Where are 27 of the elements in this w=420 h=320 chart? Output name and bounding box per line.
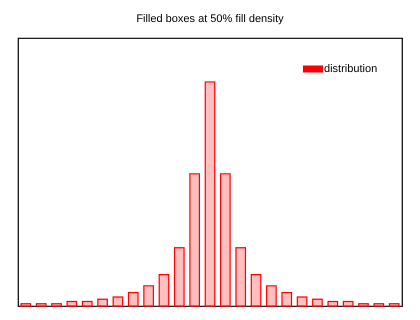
bar bbox=[235, 247, 246, 307]
bar bbox=[158, 274, 170, 307]
bar bbox=[358, 303, 369, 307]
bar bbox=[82, 300, 93, 307]
legend-label: distribution bbox=[324, 63, 378, 75]
bar bbox=[189, 173, 200, 307]
bar bbox=[112, 296, 124, 307]
bar bbox=[388, 303, 400, 307]
bar bbox=[281, 292, 292, 307]
bar bbox=[312, 298, 323, 307]
bar bbox=[174, 247, 185, 307]
bar bbox=[51, 303, 62, 307]
bar bbox=[20, 303, 32, 307]
bar bbox=[250, 274, 262, 307]
bar bbox=[296, 296, 308, 307]
bar bbox=[66, 300, 78, 307]
bar bbox=[143, 285, 154, 307]
bar bbox=[36, 303, 47, 307]
bar bbox=[204, 81, 216, 307]
chart-title: Filled boxes at 50% fill density bbox=[136, 13, 284, 25]
bar bbox=[327, 300, 338, 307]
bar bbox=[97, 298, 108, 307]
bar bbox=[128, 292, 139, 307]
bar bbox=[220, 173, 231, 307]
bar bbox=[373, 303, 384, 307]
bar bbox=[266, 285, 277, 307]
bar bbox=[342, 300, 354, 307]
